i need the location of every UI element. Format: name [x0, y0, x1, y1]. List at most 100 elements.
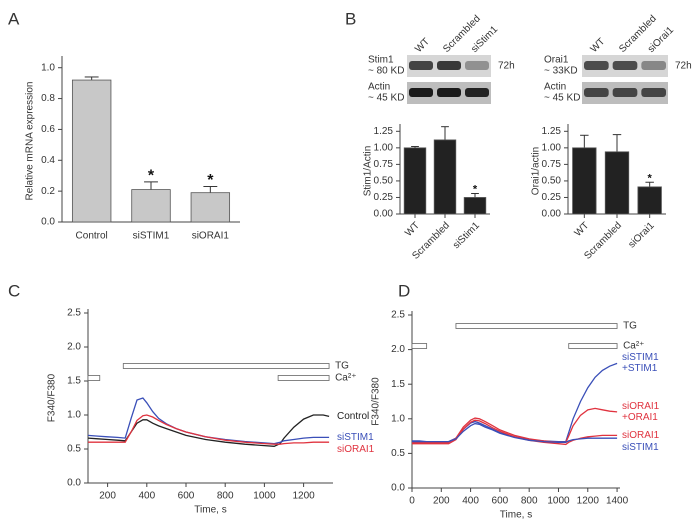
- x-tick-label: 1000: [547, 496, 570, 507]
- y-tick-label: 0.6: [41, 124, 55, 135]
- legend-label: siSTIM1 +STIM1: [622, 352, 659, 375]
- y-tick-label: 0.00: [542, 209, 562, 220]
- y-tick-label: 0.8: [41, 93, 55, 104]
- x-tick-label: 600: [492, 496, 509, 507]
- bar: [71, 79, 112, 223]
- trace: [412, 407, 618, 443]
- panel-label: B: [345, 9, 356, 28]
- y-tick-label: 1.0: [391, 413, 405, 424]
- y-tick-label: 2.0: [67, 342, 81, 353]
- blot-band: [612, 88, 638, 97]
- x-tick-label: 1200: [577, 496, 600, 507]
- x-tick-label: WT: [403, 220, 422, 239]
- bar: [190, 192, 231, 223]
- period-label: Ca²⁺: [335, 373, 356, 384]
- blot-time: 72h: [675, 61, 692, 72]
- y-tick-label: 1.0: [67, 410, 81, 421]
- legend-label: Control: [337, 410, 370, 422]
- y-tick-label: 0.25: [374, 192, 394, 203]
- x-tick-label: 0: [409, 496, 415, 507]
- y-tick-label: 1.00: [542, 142, 562, 153]
- x-tick-label: 200: [99, 491, 116, 502]
- blot-label: Stim1: [368, 55, 394, 66]
- blot-band: [612, 61, 638, 70]
- y-tick-label: 0.25: [542, 192, 562, 203]
- period-label: Ca²⁺: [623, 341, 644, 352]
- period-label: TG: [623, 321, 637, 332]
- panel-label: A: [8, 9, 20, 28]
- blot-label: Orai1: [544, 55, 569, 66]
- y-tick-label: 2.0: [391, 344, 405, 355]
- trace: [412, 419, 618, 446]
- period-bar: [122, 363, 330, 369]
- blot-band: [465, 61, 489, 70]
- x-tick-label: siORAI1: [192, 231, 230, 242]
- x-tick-label: 400: [138, 491, 155, 502]
- blot-band: [584, 88, 609, 97]
- legend-label: siORAI1: [622, 429, 660, 441]
- y-tick-label: 2.5: [391, 310, 405, 321]
- y-tick-label: 0.75: [374, 159, 394, 170]
- y-tick-label: 1.5: [391, 379, 405, 390]
- blot-label: Actin: [544, 82, 566, 93]
- bar: [131, 189, 171, 223]
- y-tick-label: 0.4: [41, 155, 55, 166]
- significance: *: [473, 184, 478, 196]
- bar: [403, 147, 427, 215]
- blot-label: ~ 33KD: [544, 66, 578, 77]
- period-bar: [277, 375, 330, 381]
- blot-label: ~ 45 KD: [544, 93, 580, 104]
- y-tick-label: 0.0: [67, 478, 81, 489]
- y-tick-label: 0.50: [374, 176, 394, 187]
- y-tick-label: 0.5: [391, 448, 405, 459]
- blot-band: [409, 61, 433, 70]
- blot-band: [409, 88, 433, 97]
- lane-label: WT: [589, 36, 608, 55]
- blot-band: [641, 61, 666, 70]
- x-tick-label: 1000: [253, 491, 276, 502]
- blot-label: ~ 80 KD: [368, 66, 404, 77]
- x-tick-label: 600: [178, 491, 195, 502]
- blot-band: [465, 88, 489, 97]
- x-tick-label: WT: [573, 220, 592, 239]
- blot-band: [437, 88, 461, 97]
- y-axis-label: Stim1/Actin: [363, 146, 374, 197]
- y-axis-label: Orai1/actin: [531, 147, 542, 195]
- blot-time: 72h: [498, 61, 515, 72]
- lane-label: WT: [413, 36, 432, 55]
- y-tick-label: 0.00: [374, 209, 394, 220]
- y-tick-label: 1.5: [67, 376, 81, 387]
- panel-label: C: [8, 281, 20, 300]
- trace: [412, 362, 618, 443]
- trace: [412, 422, 618, 443]
- x-tick-label: Control: [76, 231, 108, 242]
- x-tick-label: 800: [521, 496, 538, 507]
- y-tick-label: 0.0: [391, 483, 405, 494]
- x-axis-label: Time, s: [500, 510, 532, 521]
- y-tick-label: 0.75: [542, 159, 562, 170]
- significance: *: [648, 172, 653, 184]
- panel-label: D: [398, 281, 410, 300]
- y-axis-label: F340/F380: [371, 377, 382, 426]
- significance: *: [148, 168, 155, 185]
- legend-label: siSTIM1: [337, 431, 374, 443]
- period-bar: [455, 323, 618, 329]
- x-tick-label: siStim1: [451, 220, 482, 251]
- blot-label: ~ 45 KD: [368, 93, 404, 104]
- y-axis-label: Relative mRNA expression: [25, 82, 36, 201]
- x-tick-label: 1400: [606, 496, 629, 507]
- blot-band: [641, 88, 666, 97]
- x-tick-label: siSTIM1: [133, 231, 170, 242]
- legend-label: siORAI1: [337, 443, 375, 455]
- period-bar: [568, 343, 618, 349]
- blot-band: [584, 61, 609, 70]
- x-tick-label: 800: [217, 491, 234, 502]
- y-axis-label: F340/F380: [47, 373, 58, 422]
- bar: [637, 186, 662, 215]
- x-tick-label: siOrai1: [626, 220, 656, 250]
- legend-label: siSTIM1: [622, 441, 659, 453]
- bar: [433, 139, 457, 215]
- blot-label: Actin: [368, 82, 390, 93]
